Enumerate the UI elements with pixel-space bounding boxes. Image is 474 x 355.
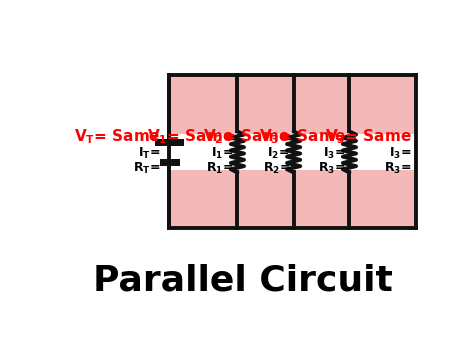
Text: $\mathbf{V_3}$= Same: $\mathbf{V_3}$= Same xyxy=(259,127,346,146)
Text: $\mathbf{V_2}$= Same: $\mathbf{V_2}$= Same xyxy=(203,127,290,146)
Text: $\mathbf{V_1}$= Same: $\mathbf{V_1}$= Same xyxy=(147,127,234,146)
Text: $\mathbf{R_3}$=: $\mathbf{R_3}$= xyxy=(384,161,412,176)
Text: $\mathbf{R_1}$=: $\mathbf{R_1}$= xyxy=(206,161,234,176)
Text: $\mathbf{I_3}$=: $\mathbf{I_3}$= xyxy=(390,146,412,161)
Bar xyxy=(169,170,416,229)
Text: $\mathbf{R_T}$=: $\mathbf{R_T}$= xyxy=(133,161,160,176)
Text: $\mathbf{I_2}$=: $\mathbf{I_2}$= xyxy=(267,146,290,161)
Text: $\mathbf{I_T}$=: $\mathbf{I_T}$= xyxy=(138,146,160,161)
Bar xyxy=(169,75,416,134)
Text: $\mathbf{R_2}$=: $\mathbf{R_2}$= xyxy=(263,161,290,176)
Text: $\mathbf{R_3}$=: $\mathbf{R_3}$= xyxy=(319,161,346,176)
Text: Parallel Circuit: Parallel Circuit xyxy=(93,263,393,297)
Text: $\mathbf{I_1}$=: $\mathbf{I_1}$= xyxy=(211,146,234,161)
Text: $\mathbf{V_T}$= Same: $\mathbf{V_T}$= Same xyxy=(73,127,160,146)
Text: $\mathbf{I_3}$=: $\mathbf{I_3}$= xyxy=(323,146,346,161)
Text: $\mathbf{V_3}$= Same: $\mathbf{V_3}$= Same xyxy=(325,127,412,146)
